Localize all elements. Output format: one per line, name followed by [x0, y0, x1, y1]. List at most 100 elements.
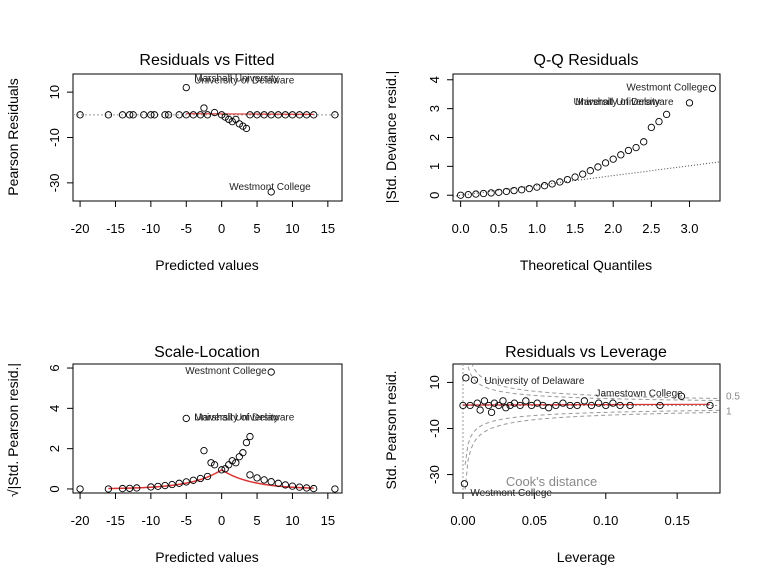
data-point	[133, 484, 141, 492]
data-point	[594, 399, 603, 407]
data-point	[559, 399, 567, 407]
data-point	[566, 401, 574, 410]
x-tick-label: -20	[71, 221, 90, 236]
x-tick-label: -5	[180, 221, 192, 236]
data-point	[232, 459, 240, 467]
data-point	[225, 461, 233, 469]
data-point	[302, 111, 311, 119]
plot-area	[459, 364, 720, 493]
data-point	[182, 478, 190, 486]
data-point	[706, 401, 714, 410]
data-point	[260, 111, 268, 119]
data-point	[203, 111, 212, 119]
data-point	[189, 111, 197, 119]
data-point	[662, 110, 671, 119]
data-point	[495, 401, 503, 410]
data-point	[626, 401, 634, 410]
point-label: Westmont College	[229, 182, 311, 193]
point-label: Marshall University	[194, 412, 278, 423]
data-point	[580, 397, 589, 405]
data-point	[331, 111, 339, 119]
point-label: Westmont College	[470, 488, 552, 499]
data-point	[281, 111, 290, 119]
data-point	[253, 474, 261, 482]
data-point	[495, 188, 503, 196]
data-point	[586, 167, 594, 175]
chart-title: Residuals vs Leverage	[505, 344, 667, 361]
point-label: University of Delaware	[484, 376, 584, 387]
data-point	[499, 397, 507, 405]
data-point	[175, 479, 183, 487]
data-point	[533, 183, 541, 191]
data-point	[502, 404, 510, 412]
panel-3: Scale-Location Predicted values √|Std. Pea…	[5, 344, 343, 565]
x-axis-label: Theoretical Quantiles	[520, 257, 652, 273]
y-tick-label: 0	[47, 485, 62, 492]
x-tick-label: -10	[141, 513, 160, 528]
data-point	[104, 485, 113, 493]
cooks-contour-1	[471, 364, 720, 399]
y-axis-label: |Std. Deviance resid.|	[383, 71, 399, 204]
data-point	[221, 113, 229, 121]
data-point	[573, 401, 581, 410]
x-tick-label: -20	[71, 513, 90, 528]
point-label: Westmont College	[626, 82, 708, 93]
point-label: Westmont College	[185, 366, 267, 377]
data-point	[479, 189, 488, 198]
x-tick-label: 0	[218, 513, 225, 528]
x-tick-label: 1.0	[528, 221, 546, 236]
x-tick-label: 1.5	[566, 221, 584, 236]
plot-area	[76, 368, 339, 493]
data-point	[502, 187, 511, 196]
data-point	[164, 111, 173, 119]
data-point	[624, 146, 633, 155]
data-point	[487, 408, 496, 417]
data-point	[168, 480, 176, 489]
y-tick-label: 2	[47, 445, 62, 452]
cooks-contour-1	[464, 411, 720, 490]
y-tick-label: 2	[427, 134, 442, 141]
data-point	[182, 111, 190, 119]
plot-area	[456, 84, 717, 199]
data-point	[232, 115, 240, 124]
x-tick-label: 5	[253, 221, 260, 236]
data-point	[571, 173, 579, 181]
cooks-contour-label: 1	[726, 407, 732, 418]
smoother-line	[186, 113, 314, 115]
cooks-distance-legend: Cook's distance	[506, 474, 597, 489]
data-point	[288, 482, 297, 490]
point-label: Marshall University	[194, 74, 278, 85]
x-tick-label: 3.0	[680, 221, 698, 236]
x-tick-label: 0.5	[490, 221, 508, 236]
data-point	[196, 111, 205, 119]
y-axis-label: √|Std. Pearson resid.|	[5, 363, 21, 497]
data-point	[506, 401, 514, 410]
data-point	[632, 143, 640, 152]
data-point	[518, 186, 526, 194]
data-point	[480, 397, 489, 405]
data-point	[161, 111, 169, 119]
data-point	[490, 399, 499, 407]
data-point	[609, 155, 617, 163]
data-point	[228, 457, 236, 465]
point-label: University of Delaware	[573, 97, 673, 108]
y-tick-label: -30	[427, 465, 442, 484]
data-point	[274, 479, 282, 487]
y-axis-label: Pearson Residuals	[5, 78, 21, 196]
data-point	[210, 461, 219, 469]
x-tick-label: 15	[321, 513, 335, 528]
data-point	[150, 111, 159, 119]
data-point	[76, 485, 84, 493]
point-label: University of Delaware	[194, 76, 294, 87]
data-point	[487, 189, 495, 197]
panel-1: Residuals vs Fitted Predicted values Pears…	[5, 52, 343, 273]
cooks-contour-0-5	[467, 364, 720, 402]
plot-frame	[72, 363, 343, 494]
data-point	[556, 178, 564, 186]
data-point	[540, 182, 549, 190]
data-point	[104, 111, 113, 119]
data-point	[161, 481, 169, 490]
x-tick-label: 2.0	[604, 221, 622, 236]
qq-reference-line	[452, 161, 721, 197]
